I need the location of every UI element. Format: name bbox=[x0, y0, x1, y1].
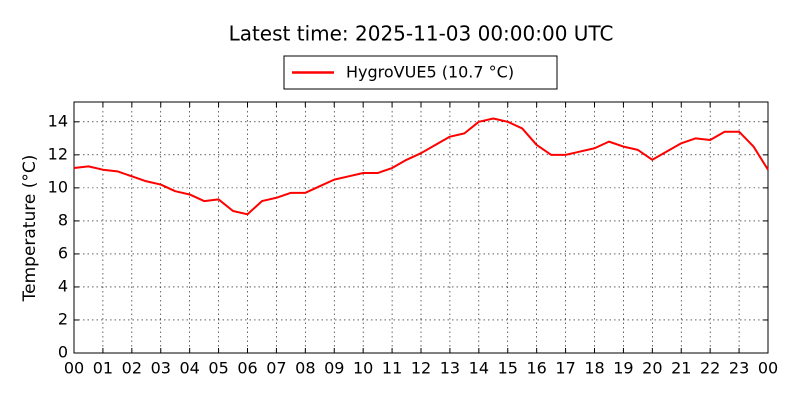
x-tick-label: 07 bbox=[266, 359, 286, 378]
x-tick-label: 11 bbox=[382, 359, 402, 378]
y-tick-label: 8 bbox=[58, 210, 68, 229]
y-axis-label: Temperature (°C) bbox=[20, 155, 40, 303]
y-tick-label: 12 bbox=[48, 144, 68, 163]
y-tick-label: 0 bbox=[58, 343, 68, 362]
chart-title: Latest time: 2025-11-03 00:00:00 UTC bbox=[229, 22, 614, 46]
x-tick-label: 16 bbox=[526, 359, 546, 378]
y-tick-label: 2 bbox=[58, 309, 68, 328]
y-tick-label: 14 bbox=[48, 111, 68, 130]
x-tick-label: 03 bbox=[151, 359, 171, 378]
x-tick-label: 09 bbox=[324, 359, 344, 378]
x-tick-label: 06 bbox=[237, 359, 257, 378]
x-tick-label: 00 bbox=[64, 359, 84, 378]
x-tick-label: 18 bbox=[584, 359, 604, 378]
x-tick-label: 04 bbox=[179, 359, 199, 378]
x-tick-label: 22 bbox=[700, 359, 720, 378]
x-tick-label: 08 bbox=[295, 359, 315, 378]
y-tick-label: 4 bbox=[58, 276, 68, 295]
x-tick-label: 14 bbox=[469, 359, 489, 378]
x-tick-label: 05 bbox=[208, 359, 228, 378]
x-tick-label: 20 bbox=[642, 359, 662, 378]
x-tick-label: 19 bbox=[613, 359, 633, 378]
x-tick-label: 12 bbox=[411, 359, 431, 378]
x-tick-label: 17 bbox=[555, 359, 575, 378]
x-tick-label: 00 bbox=[758, 359, 778, 378]
y-tick-label: 6 bbox=[58, 243, 68, 262]
x-tick-label: 15 bbox=[498, 359, 518, 378]
x-tick-label: 13 bbox=[440, 359, 460, 378]
x-tick-label: 02 bbox=[122, 359, 142, 378]
x-tick-label: 21 bbox=[671, 359, 691, 378]
data-line bbox=[73, 117, 769, 216]
y-tick-label: 10 bbox=[48, 177, 68, 196]
legend-label: HygroVUE5 (10.7 °C) bbox=[346, 63, 514, 82]
x-tick-label: 10 bbox=[353, 359, 373, 378]
x-tick-label: 01 bbox=[93, 359, 113, 378]
x-tick-label: 23 bbox=[729, 359, 749, 378]
plot-frame bbox=[73, 101, 769, 354]
